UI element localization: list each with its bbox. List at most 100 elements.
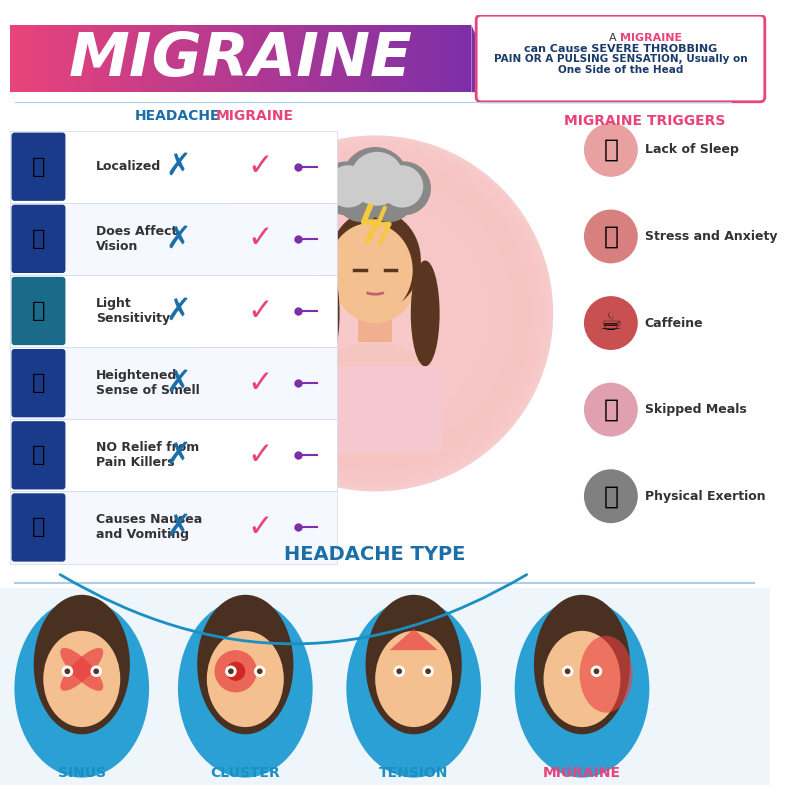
Ellipse shape [328,223,413,318]
Circle shape [94,668,99,674]
Circle shape [584,296,638,350]
Text: Caffeine: Caffeine [645,317,703,330]
Ellipse shape [34,595,130,734]
Text: A: A [610,34,621,43]
Circle shape [293,230,458,396]
Text: Skipped Meals: Skipped Meals [645,403,746,416]
Text: MIGRAINE: MIGRAINE [543,766,621,780]
Circle shape [324,262,426,365]
Circle shape [281,219,470,408]
Text: Localized: Localized [96,160,162,174]
Circle shape [234,173,516,454]
Ellipse shape [346,600,481,778]
Circle shape [377,162,431,215]
Circle shape [62,666,73,677]
Text: 📱: 📱 [32,301,45,321]
Ellipse shape [366,595,462,734]
Ellipse shape [43,631,120,727]
Circle shape [226,164,524,462]
Polygon shape [471,25,500,92]
Circle shape [252,190,498,437]
Bar [426,25,434,92]
Bar [28,25,38,92]
Ellipse shape [14,600,149,778]
Circle shape [198,135,553,491]
Text: ✗: ✗ [166,441,190,470]
Ellipse shape [60,648,103,691]
Bar [406,25,416,92]
Ellipse shape [543,631,621,727]
FancyBboxPatch shape [11,494,66,562]
Text: 🏋: 🏋 [603,484,618,508]
Circle shape [307,245,443,382]
Text: CLUSTER: CLUSTER [210,766,280,780]
Bar [259,25,268,92]
Ellipse shape [332,227,418,323]
Bar [0,587,770,785]
Circle shape [344,282,406,344]
Circle shape [342,147,409,214]
Text: ✗: ✗ [166,369,190,398]
Circle shape [228,668,234,674]
Circle shape [422,666,434,677]
Bar [203,25,213,92]
FancyBboxPatch shape [308,366,442,453]
Circle shape [200,138,550,489]
Circle shape [278,216,472,410]
Circle shape [562,666,574,677]
Text: Causes Nausea
and Vomiting: Causes Nausea and Vomiting [96,514,202,542]
Bar [324,25,333,92]
Circle shape [367,306,383,321]
Bar [185,25,194,92]
Circle shape [584,382,638,437]
Bar [10,419,337,491]
Bar [286,25,296,92]
Bar [10,202,337,275]
Circle shape [327,166,370,207]
Bar [10,347,337,419]
Circle shape [298,237,452,390]
Circle shape [223,162,527,466]
FancyBboxPatch shape [11,349,66,418]
Bar [19,25,28,92]
Circle shape [212,150,538,477]
Bar [222,25,231,92]
Circle shape [337,174,385,222]
Text: HEADACHE: HEADACHE [135,110,221,123]
Circle shape [396,668,402,674]
Circle shape [301,239,450,387]
Bar [416,25,426,92]
Bar [10,275,337,347]
Text: Lack of Sleep: Lack of Sleep [645,143,738,156]
Ellipse shape [410,261,440,366]
Text: PAIN OR A PULSING SENSATION, Usually on: PAIN OR A PULSING SENSATION, Usually on [494,54,747,65]
Bar [241,25,250,92]
FancyBboxPatch shape [11,133,66,201]
Circle shape [594,668,599,674]
Bar [379,25,388,92]
Text: 💊: 💊 [32,446,45,466]
Bar [434,25,444,92]
Circle shape [214,650,257,693]
FancyBboxPatch shape [11,421,66,490]
Text: can Cause SEVERE THROBBING: can Cause SEVERE THROBBING [524,44,717,54]
Circle shape [333,271,418,356]
Text: MIGRAINE: MIGRAINE [216,110,294,123]
Circle shape [203,142,547,486]
Circle shape [220,158,530,468]
Circle shape [257,668,262,674]
Circle shape [590,666,602,677]
Circle shape [65,668,70,674]
Circle shape [426,668,431,674]
Circle shape [356,294,394,333]
Bar [314,25,324,92]
Bar [296,25,305,92]
Ellipse shape [330,210,421,311]
Circle shape [336,274,414,353]
Polygon shape [390,629,438,650]
Text: ✗: ✗ [166,224,190,254]
Bar [130,25,139,92]
Circle shape [350,152,404,206]
Bar [194,25,203,92]
Circle shape [261,199,490,428]
